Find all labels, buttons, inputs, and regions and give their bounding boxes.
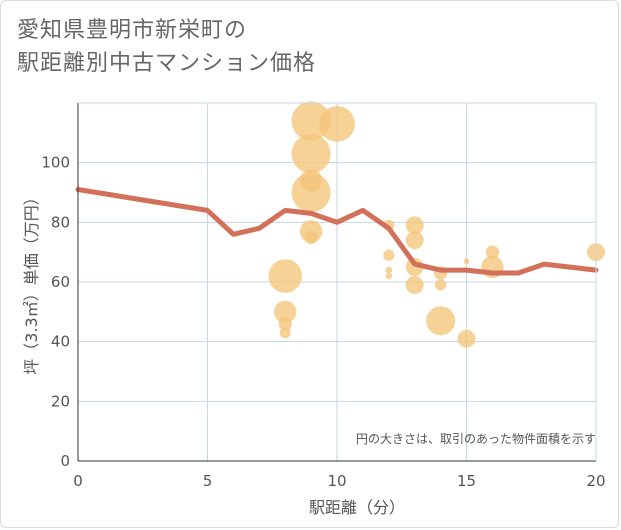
bubble-15 <box>405 216 424 235</box>
bubble-7 <box>299 169 323 192</box>
bubble-14 <box>385 272 393 280</box>
bubble-22 <box>463 258 470 264</box>
average-price-line <box>75 187 599 276</box>
bubble-21 <box>435 279 447 291</box>
bubble-5 <box>291 134 331 174</box>
bubble-0 <box>268 259 303 293</box>
bubble-23 <box>457 329 476 348</box>
bubble-3 <box>279 327 291 339</box>
y-axis-title: 坪（3.3㎡）単価（万円） <box>22 189 41 374</box>
bubble-1 <box>274 300 297 324</box>
bubble-9 <box>304 230 318 244</box>
bubble-2 <box>278 317 292 331</box>
y-tick-label-40: 40 <box>51 333 70 351</box>
bubbles <box>268 101 605 348</box>
bubble-10 <box>319 105 355 142</box>
y-tick-label-20: 20 <box>51 392 70 410</box>
bubble-16 <box>405 231 424 250</box>
plot-frame <box>77 102 597 462</box>
y-tick-label-60: 60 <box>51 273 70 291</box>
x-tick-label-10: 10 <box>327 472 346 490</box>
y-tick-labels: 0 20 40 60 80 100 <box>41 154 70 470</box>
bubble-19 <box>426 306 456 336</box>
x-tick-label-20: 20 <box>586 472 605 490</box>
x-tick-labels: 0 5 10 15 20 <box>73 472 605 490</box>
y-tick-label-80: 80 <box>51 213 70 231</box>
x-tick-label-15: 15 <box>457 472 476 490</box>
x-tick-label-0: 0 <box>73 472 83 490</box>
average-line <box>75 187 599 276</box>
chart-title-line-1: 愛知県豊明市新栄町の <box>17 18 248 43</box>
y-tick-label-100: 100 <box>41 154 70 172</box>
chart-title: 愛知県豊明市新栄町の 駅距離別中古マンション価格 <box>17 14 316 80</box>
grid-lines <box>78 103 597 461</box>
bubble-24 <box>485 245 500 259</box>
y-tick-label-0: 0 <box>60 452 70 470</box>
x-tick-label-5: 5 <box>203 472 213 490</box>
x-axis-title: 駅距離（分） <box>309 498 405 517</box>
bubble-12 <box>383 249 395 261</box>
bubble-13 <box>385 266 393 274</box>
size-note: 円の大きさは、取引のあった物件面積を示す <box>356 431 596 446</box>
chart-title-line-2: 駅距離別中古マンション価格 <box>17 51 317 76</box>
bubble-18 <box>405 276 424 294</box>
